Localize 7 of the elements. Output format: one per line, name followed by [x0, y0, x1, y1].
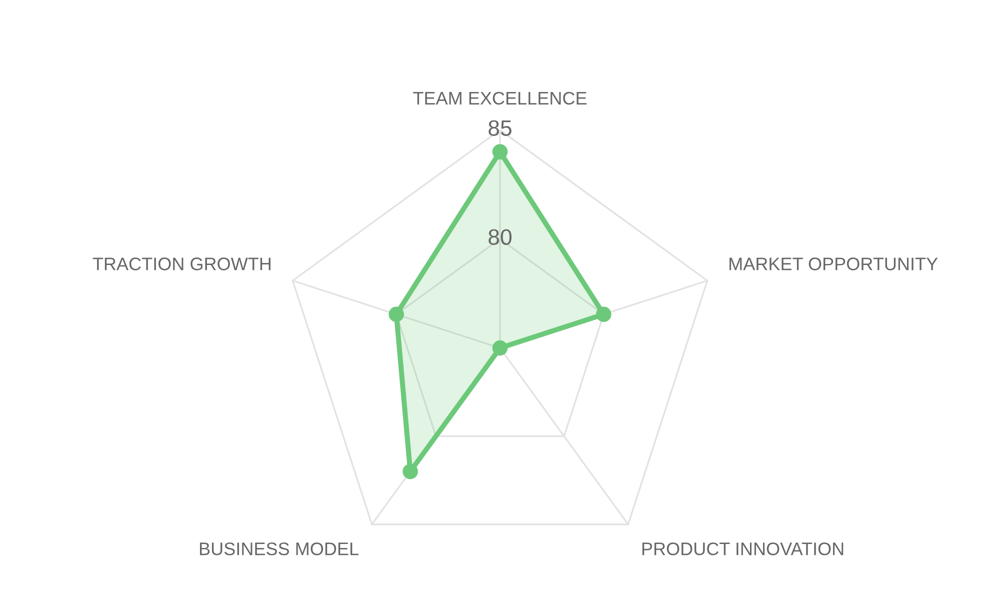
spoke-label: MARKET OPPORTUNITY	[730, 258, 938, 270]
spoke-label: BUSINESS MODEL	[200, 542, 358, 556]
y-tick-label: 85	[488, 120, 512, 136]
spoke-label: PRODUCT INNOVATION	[642, 542, 844, 556]
spoke-label: TRACTION GROWTH	[92, 258, 270, 270]
spoke-label: TEAM EXCELLENCE	[413, 92, 587, 105]
y-tick-label: 80	[488, 229, 512, 245]
